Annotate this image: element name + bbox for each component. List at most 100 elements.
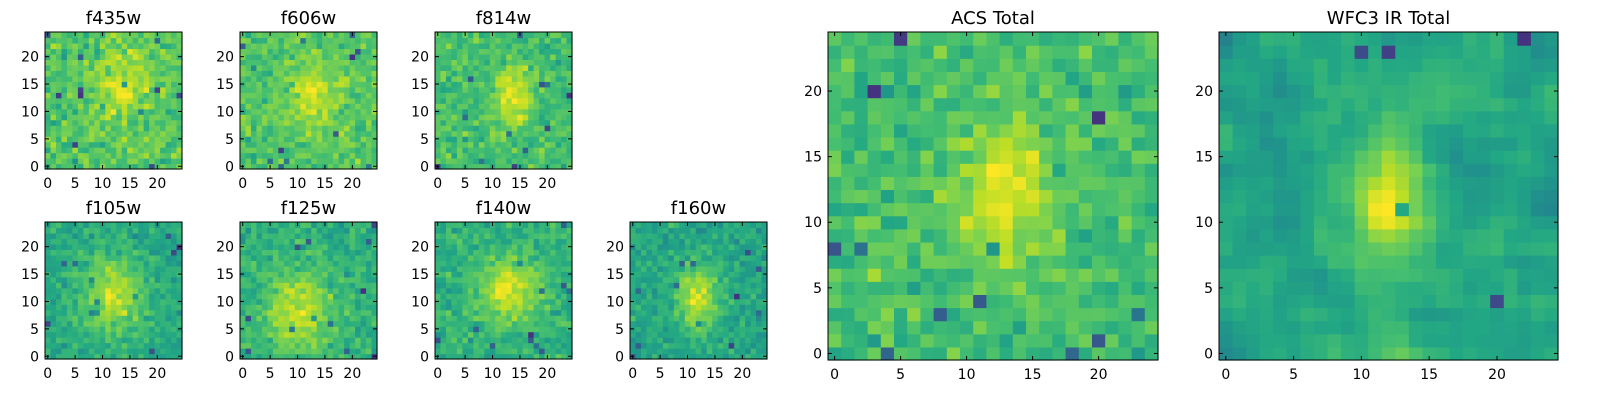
heatmap-cell xyxy=(712,232,719,240)
heatmap-cell xyxy=(261,353,268,360)
heatmap-cell xyxy=(371,238,378,245)
heatmap-cell xyxy=(160,97,167,104)
heatmap-cell xyxy=(495,265,502,272)
heatmap-cell xyxy=(83,320,90,327)
heatmap-cell xyxy=(539,348,546,355)
heatmap-cell xyxy=(322,97,329,104)
heatmap-cell xyxy=(55,331,63,338)
heatmap-cell xyxy=(176,119,183,126)
heatmap-cell xyxy=(712,320,719,327)
heatmap-cell xyxy=(154,260,161,267)
heatmap-cell xyxy=(99,232,106,240)
heatmap-cell xyxy=(946,333,961,348)
heatmap-cell xyxy=(561,42,568,50)
heatmap-cell xyxy=(723,348,730,355)
heatmap-cell xyxy=(176,282,183,289)
heatmap-cell xyxy=(311,114,318,121)
heatmap-cell xyxy=(245,276,252,283)
axes-frame xyxy=(434,31,573,170)
heatmap-cell xyxy=(165,342,172,349)
heatmap-cell xyxy=(256,75,263,82)
heatmap-cell xyxy=(305,64,312,71)
heatmap-cell xyxy=(116,348,123,355)
heatmap-cell xyxy=(132,260,139,267)
heatmap-cell xyxy=(355,238,362,245)
heatmap-cell xyxy=(72,326,79,333)
heatmap-cell xyxy=(566,249,573,256)
heatmap-cell xyxy=(734,309,741,316)
heatmap-cell xyxy=(435,141,442,148)
heatmap-cell xyxy=(435,232,442,240)
heatmap-cell xyxy=(272,282,279,289)
heatmap-cell xyxy=(907,268,921,282)
heatmap-cell xyxy=(250,32,258,39)
heatmap-cell xyxy=(154,320,161,327)
heatmap-cell xyxy=(50,59,57,66)
heatmap-cell xyxy=(467,331,474,338)
heatmap-cell xyxy=(132,304,139,311)
heatmap-cell xyxy=(171,309,178,316)
heatmap-cell xyxy=(739,265,746,272)
heatmap-cell xyxy=(344,282,351,289)
heatmap-cell xyxy=(445,103,453,110)
heatmap-cell xyxy=(506,304,513,311)
heatmap-cell xyxy=(544,337,551,344)
heatmap-cell xyxy=(489,136,496,143)
x-tick-label: 20 xyxy=(733,366,751,382)
heatmap-cell xyxy=(484,70,491,77)
heatmap-cell xyxy=(245,271,252,278)
heatmap-cell xyxy=(245,337,252,344)
heatmap-cell xyxy=(371,37,378,44)
heatmap-cell xyxy=(171,136,178,143)
heatmap-cell xyxy=(338,287,345,294)
heatmap-cell xyxy=(550,158,557,165)
heatmap-cell xyxy=(640,315,648,322)
heatmap-cell xyxy=(160,158,167,165)
heatmap-cell xyxy=(355,53,362,60)
heatmap-cell xyxy=(132,48,139,55)
heatmap-cell xyxy=(435,315,442,322)
heatmap-cell xyxy=(745,222,752,229)
heatmap-cell xyxy=(322,158,329,165)
heatmap-cell xyxy=(566,265,573,272)
heatmap-cell xyxy=(77,271,84,278)
heatmap-cell xyxy=(456,92,463,99)
heatmap-cell xyxy=(440,53,447,60)
heatmap-cell xyxy=(473,147,480,154)
heatmap-cell xyxy=(451,293,458,300)
heatmap-cell xyxy=(55,70,63,77)
heatmap-cell xyxy=(55,337,63,344)
heatmap-cell xyxy=(311,147,318,154)
heatmap-cell xyxy=(533,309,540,316)
heatmap-cell xyxy=(245,315,252,322)
heatmap-cell xyxy=(690,232,697,240)
heatmap-cell xyxy=(462,293,469,300)
heatmap-cell xyxy=(668,232,675,240)
heatmap-cell xyxy=(1065,202,1080,217)
heatmap-cell xyxy=(245,92,252,99)
heatmap-cell xyxy=(635,254,642,261)
heatmap-cell xyxy=(316,37,323,44)
heatmap-cell xyxy=(640,320,648,327)
heatmap-cell xyxy=(105,287,112,294)
heatmap-cell xyxy=(55,222,63,229)
heatmap-cell xyxy=(349,125,356,132)
heatmap-cell xyxy=(50,227,57,234)
heatmap-cell xyxy=(261,53,268,60)
heatmap-cell xyxy=(176,293,183,300)
heatmap-cell xyxy=(1144,268,1159,282)
heatmap-cell xyxy=(566,320,573,327)
heatmap-cell xyxy=(511,282,518,289)
heatmap-cell xyxy=(165,32,172,39)
heatmap-cell xyxy=(555,119,562,126)
heatmap-cell xyxy=(83,298,90,305)
heatmap-cell xyxy=(305,282,312,289)
heatmap-cell xyxy=(739,260,746,267)
heatmap-cell xyxy=(349,119,356,126)
heatmap-cell xyxy=(706,276,713,283)
heatmap-cell xyxy=(528,130,535,137)
heatmap-cell xyxy=(933,307,948,322)
heatmap-cell xyxy=(94,163,101,170)
heatmap-cell xyxy=(344,70,351,77)
heatmap-cell xyxy=(294,287,301,294)
